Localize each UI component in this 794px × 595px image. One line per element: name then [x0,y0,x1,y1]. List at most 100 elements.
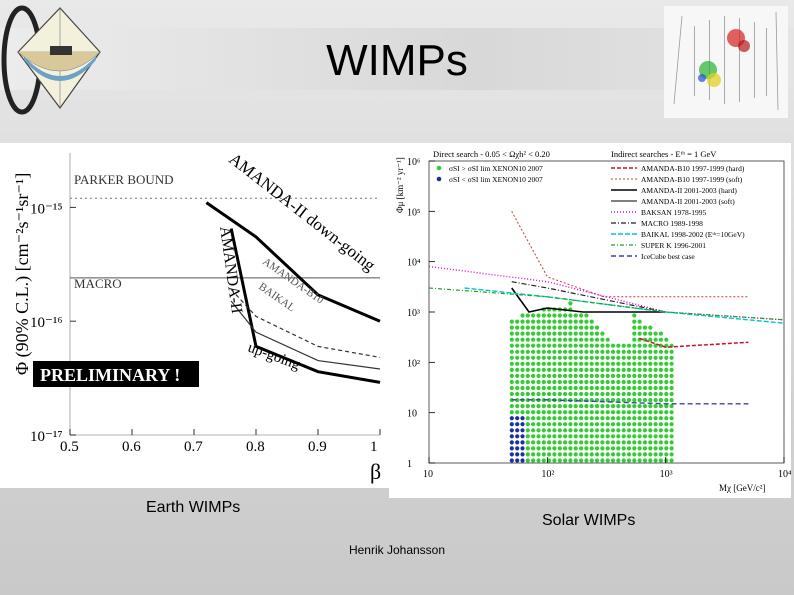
xenon-point [637,361,642,366]
xenon-point [589,319,594,324]
legend-right-entry: MACRO 1989-1998 [641,219,703,228]
xenon-point [610,355,616,360]
solar-series-7 [511,399,749,405]
earth-y-tick-label: 10⁻¹⁶ [30,315,63,331]
xenon-point [632,361,637,366]
xenon-point [541,440,546,445]
xenon-point [541,361,546,366]
xenon-point [515,349,520,354]
xenon-point [626,373,632,378]
xenon-point [531,349,536,354]
xenon-point [509,373,514,378]
xenon-point [515,398,520,403]
xenon-point [653,458,658,463]
xenon-point [664,422,669,427]
xenon-point [648,440,653,445]
xenon-point [520,452,525,457]
xenon-point [648,446,653,451]
xenon-point [637,446,642,451]
xenon-point [584,458,589,463]
xenon-point [642,404,648,409]
earth-x-tick-label: 0.5 [60,439,79,455]
xenon-point [520,440,525,445]
xenon-point [626,422,632,427]
xenon-point [573,331,578,336]
xenon-point [557,422,562,427]
xenon-point [658,349,663,354]
xenon-point [536,331,541,336]
xenon-point [531,337,536,342]
xenon-point [584,373,589,378]
solar-series-4 [511,281,666,313]
solar-y-tick-label: 10³ [407,308,420,319]
xenon-point [626,349,632,354]
xenon-point [579,355,584,360]
xenon-point [536,343,541,348]
xenon-point [584,410,589,415]
xenon-point [626,410,632,415]
xenon-point [621,428,626,433]
xenon-point [536,452,541,457]
xenon-point [557,391,562,397]
xenon-point [605,349,610,354]
xenon-point [563,343,568,348]
xenon-point [525,410,530,415]
event-display-icon [664,6,788,118]
xenon-point [557,416,562,421]
xenon-point [509,355,514,360]
xenon-point [568,434,573,439]
xenon-point [626,458,632,463]
xenon-point [637,379,642,385]
xenon-point [525,349,530,354]
xenon-point [536,325,541,330]
xenon-point [626,440,632,445]
xenon-point [541,367,546,372]
xenon-point [642,434,648,439]
xenon-point [616,452,621,457]
xenon-point [547,391,552,397]
xenon-point [536,385,541,391]
xenon-point [642,385,648,391]
xenon-point [594,355,600,360]
xenon-point [653,379,658,385]
preliminary-badge [33,361,199,387]
xenon-point [541,428,546,433]
xenon-point [563,379,568,385]
xenon-point [515,416,520,421]
xenon-point [594,410,600,415]
xenon-point [563,398,568,403]
xenon-point [664,452,669,457]
xenon-point [642,355,648,360]
xenon-point [658,385,663,391]
xenon-point [563,337,568,342]
xenon-point [547,373,552,378]
xenon-point [584,385,589,391]
xenon-point [658,367,663,372]
xenon-point [515,410,520,415]
xenon-point [568,367,573,372]
xenon-point [531,398,536,403]
xenon-point [658,416,663,421]
xenon-point [568,410,573,415]
xenon-point [632,349,637,354]
xenon-point [552,343,557,348]
xenon-point [515,331,520,336]
xenon-point [536,391,541,397]
xenon-point [621,343,626,348]
xenon-point [525,458,530,463]
xenon-point [520,319,525,324]
xenon-point [600,452,605,457]
xenon-point [658,361,663,366]
xenon-point [557,452,562,457]
xenon-point [573,434,578,439]
xenon-point [605,337,610,342]
xenon-point [632,355,637,360]
xenon-point [616,361,621,366]
xenon-point [600,410,605,415]
xenon-point [669,446,674,451]
xenon-point [616,446,621,451]
xenon-point [573,343,578,348]
xenon-point [547,416,552,421]
xenon-point [658,458,663,463]
legend-marker [436,176,442,182]
